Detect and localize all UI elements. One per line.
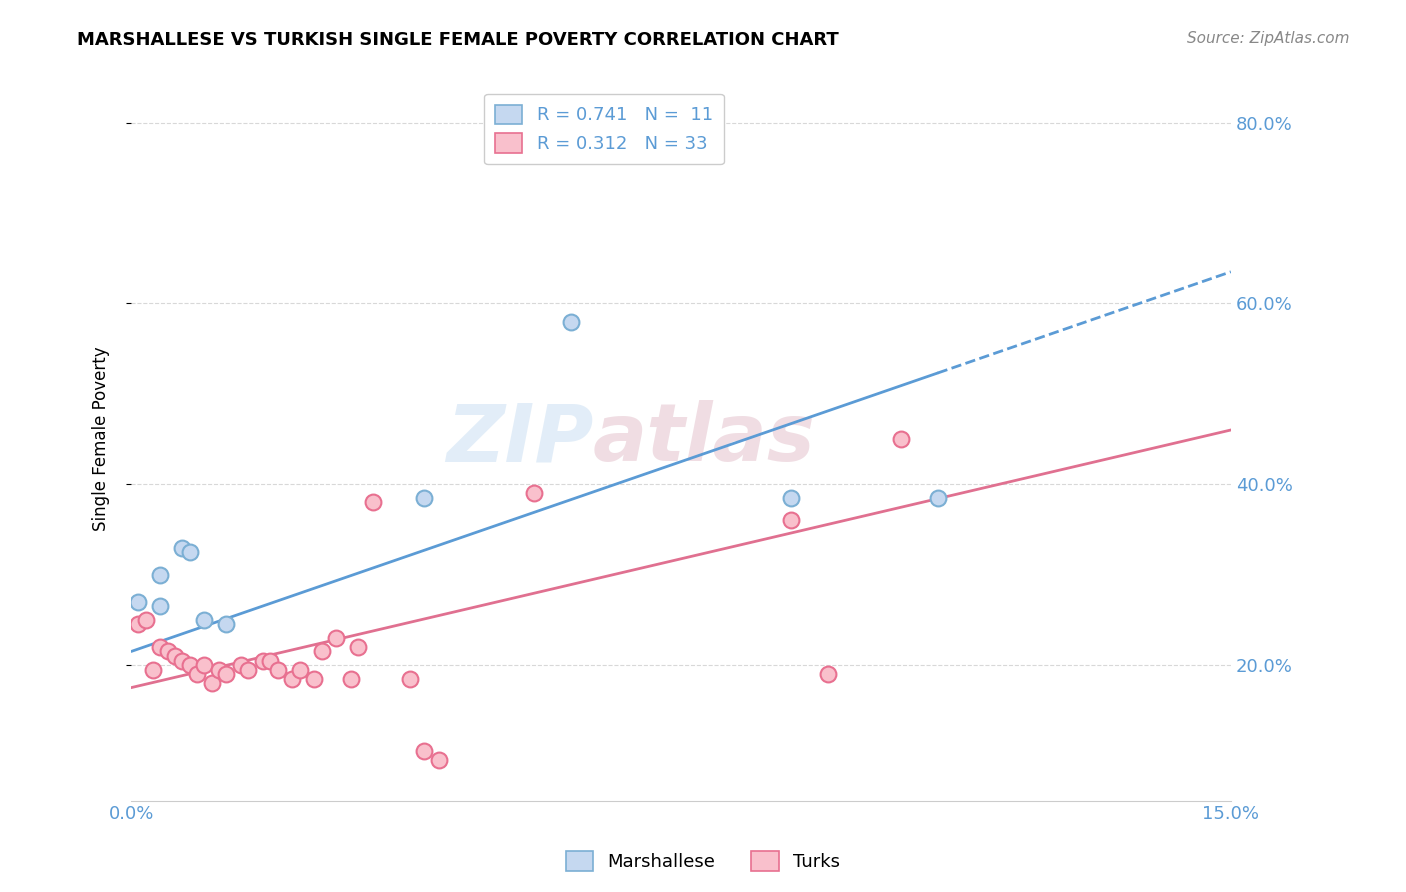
Legend: Marshallese, Turks: Marshallese, Turks — [558, 844, 848, 879]
Point — [149, 567, 172, 582]
Legend: R = 0.741   N =  11, R = 0.312   N = 33: R = 0.741 N = 11, R = 0.312 N = 33 — [484, 94, 724, 164]
Point — [311, 644, 333, 658]
Point — [142, 663, 165, 677]
Text: ZIP: ZIP — [446, 400, 593, 478]
Point — [231, 658, 253, 673]
Point — [361, 495, 384, 509]
Point — [156, 644, 179, 658]
Point — [267, 663, 290, 677]
Point — [325, 631, 347, 645]
Point — [780, 491, 803, 505]
Point — [780, 513, 803, 527]
Point — [193, 613, 215, 627]
Point — [560, 314, 582, 328]
Y-axis label: Single Female Poverty: Single Female Poverty — [93, 347, 110, 532]
Point — [179, 545, 201, 559]
Point — [215, 667, 238, 681]
Point — [149, 599, 172, 614]
Point — [179, 658, 201, 673]
Point — [193, 658, 215, 673]
Point — [340, 672, 363, 686]
Point — [128, 617, 150, 632]
Point — [304, 672, 326, 686]
Point — [927, 491, 949, 505]
Point — [149, 640, 172, 654]
Text: Source: ZipAtlas.com: Source: ZipAtlas.com — [1187, 31, 1350, 46]
Point — [259, 653, 281, 667]
Text: MARSHALLESE VS TURKISH SINGLE FEMALE POVERTY CORRELATION CHART: MARSHALLESE VS TURKISH SINGLE FEMALE POV… — [77, 31, 839, 49]
Point — [413, 491, 436, 505]
Point — [288, 663, 311, 677]
Point — [890, 432, 912, 446]
Point — [172, 653, 194, 667]
Point — [165, 648, 187, 663]
Point — [128, 595, 150, 609]
Point — [252, 653, 274, 667]
Point — [172, 541, 194, 555]
Point — [208, 663, 231, 677]
Point — [238, 663, 260, 677]
Point — [201, 676, 224, 690]
Point — [817, 667, 839, 681]
Point — [398, 672, 420, 686]
Point — [215, 617, 238, 632]
Point — [186, 667, 208, 681]
Point — [427, 753, 450, 767]
Text: atlas: atlas — [593, 400, 815, 478]
Point — [135, 613, 157, 627]
Point — [413, 744, 436, 758]
Point — [523, 486, 546, 500]
Point — [281, 672, 304, 686]
Point — [347, 640, 370, 654]
